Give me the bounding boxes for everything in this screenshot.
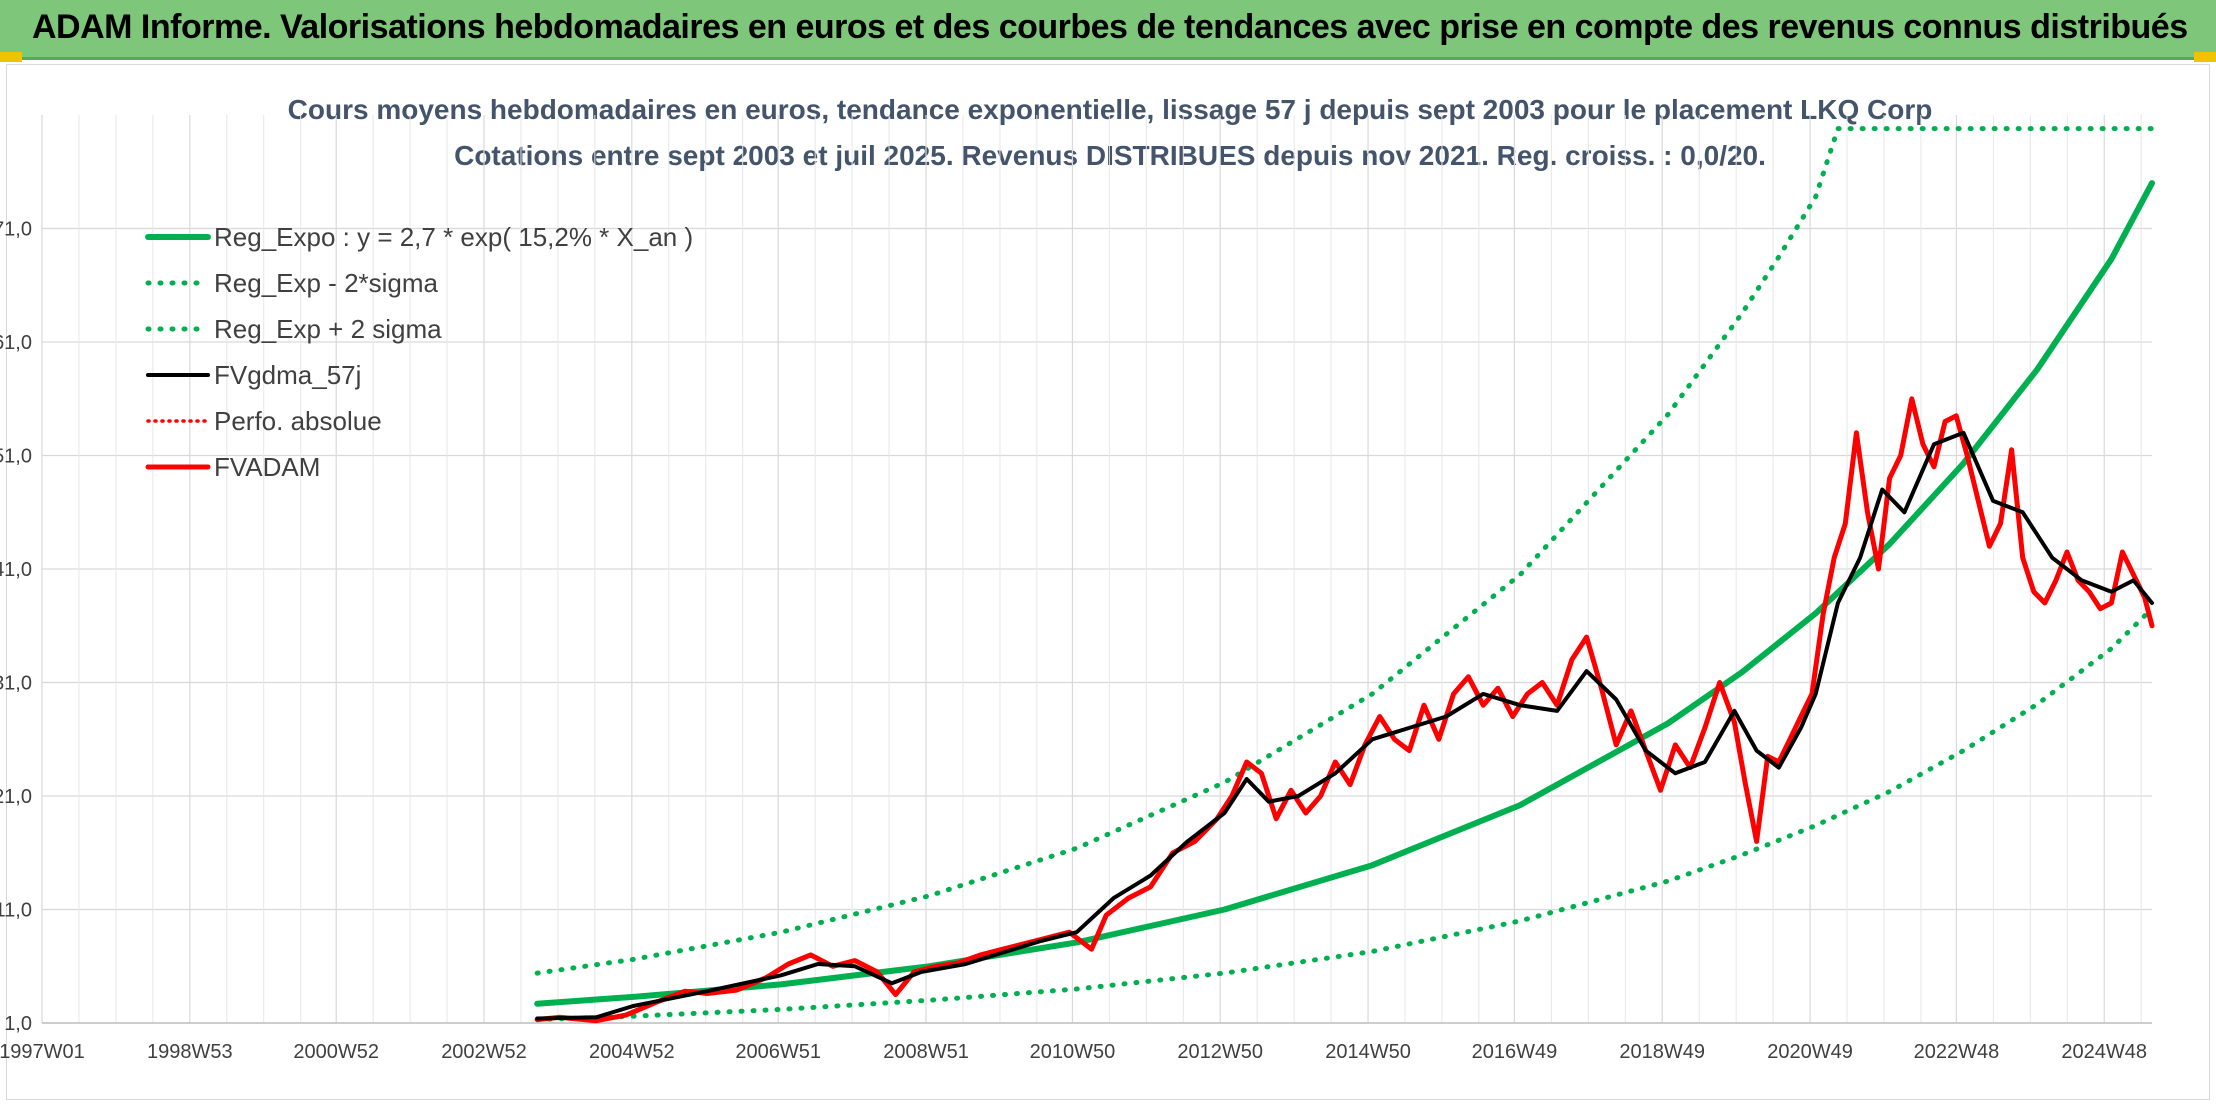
y-tick-label: 71,0: [0, 219, 32, 241]
x-tick-label: 2002W52: [441, 1041, 527, 1063]
y-tick-label: 41,0: [0, 559, 32, 581]
legend-label: FVADAM: [214, 452, 320, 482]
y-tick-label: 61,0: [0, 332, 32, 354]
y-tick-label: 21,0: [0, 786, 32, 808]
x-tick-label: 2004W52: [589, 1041, 675, 1063]
legend-label: FVgdma_57j: [214, 360, 361, 390]
legend: Reg_Expo : y = 2,7 * exp( 15,2% * X_an )…: [145, 222, 693, 482]
legend-label: Perfo. absolue: [214, 406, 382, 436]
series-line-0: [534, 180, 2155, 1007]
legend-label: Reg_Expo : y = 2,7 * exp( 15,2% * X_an ): [214, 222, 693, 252]
x-tick-label: 2022W48: [1914, 1041, 2000, 1063]
x-tick-label: 2016W49: [1472, 1041, 1558, 1063]
x-tick-label: 2010W50: [1030, 1041, 1116, 1063]
y-tick-label: 51,0: [0, 446, 32, 468]
series-line-5: [534, 396, 2155, 1024]
series-line-3: [535, 430, 2154, 1021]
chart-frame: [6, 64, 2210, 1100]
chart-subtitle: Cotations entre sept 2003 et juil 2025. …: [454, 140, 1766, 171]
x-tick-label: 2012W50: [1177, 1041, 1263, 1063]
title-bar-accent-right: [2194, 52, 2216, 62]
legend-label: Reg_Exp - 2*sigma: [214, 268, 439, 298]
x-tick-label: 2008W51: [883, 1041, 969, 1063]
x-tick-label: 2000W52: [293, 1041, 379, 1063]
title-bar-accent-left: [0, 52, 22, 62]
x-axis: 1997W01 1998W53 2000W52 2002W52 2004W52 2006W…: [0, 1041, 2147, 1063]
x-tick-label: 1997W01: [0, 1041, 85, 1063]
legend-label: Reg_Exp + 2 sigma: [214, 314, 442, 344]
x-tick-label: 2014W50: [1325, 1041, 1411, 1063]
y-tick-label: 31,0: [0, 673, 32, 695]
series-line-2: [534, 126, 2155, 976]
series-line-1: [534, 606, 2155, 1023]
x-tick-label: 2018W49: [1619, 1041, 1705, 1063]
y-tick-label: 1,0: [4, 1013, 32, 1035]
y-axis: 1,0 11,0 21,0 31,0 41,0 51,0 61,0 71,0: [0, 219, 32, 1036]
x-tick-label: 2020W49: [1767, 1041, 1853, 1063]
chart-title: Cours moyens hebdomadaires en euros, ten…: [288, 94, 1933, 125]
series-layer: [534, 126, 2155, 1024]
x-tick-label: 1998W53: [147, 1041, 233, 1063]
page-title: ADAM Informe. Valorisations hebdomadaire…: [32, 8, 2188, 46]
x-tick-label: 2006W51: [735, 1041, 821, 1063]
y-tick-label: 11,0: [0, 900, 32, 922]
title-bar: ADAM Informe. Valorisations hebdomadaire…: [0, 0, 2216, 62]
x-tick-label: 2024W48: [2061, 1041, 2147, 1063]
chart-grid: [41, 115, 2152, 1024]
